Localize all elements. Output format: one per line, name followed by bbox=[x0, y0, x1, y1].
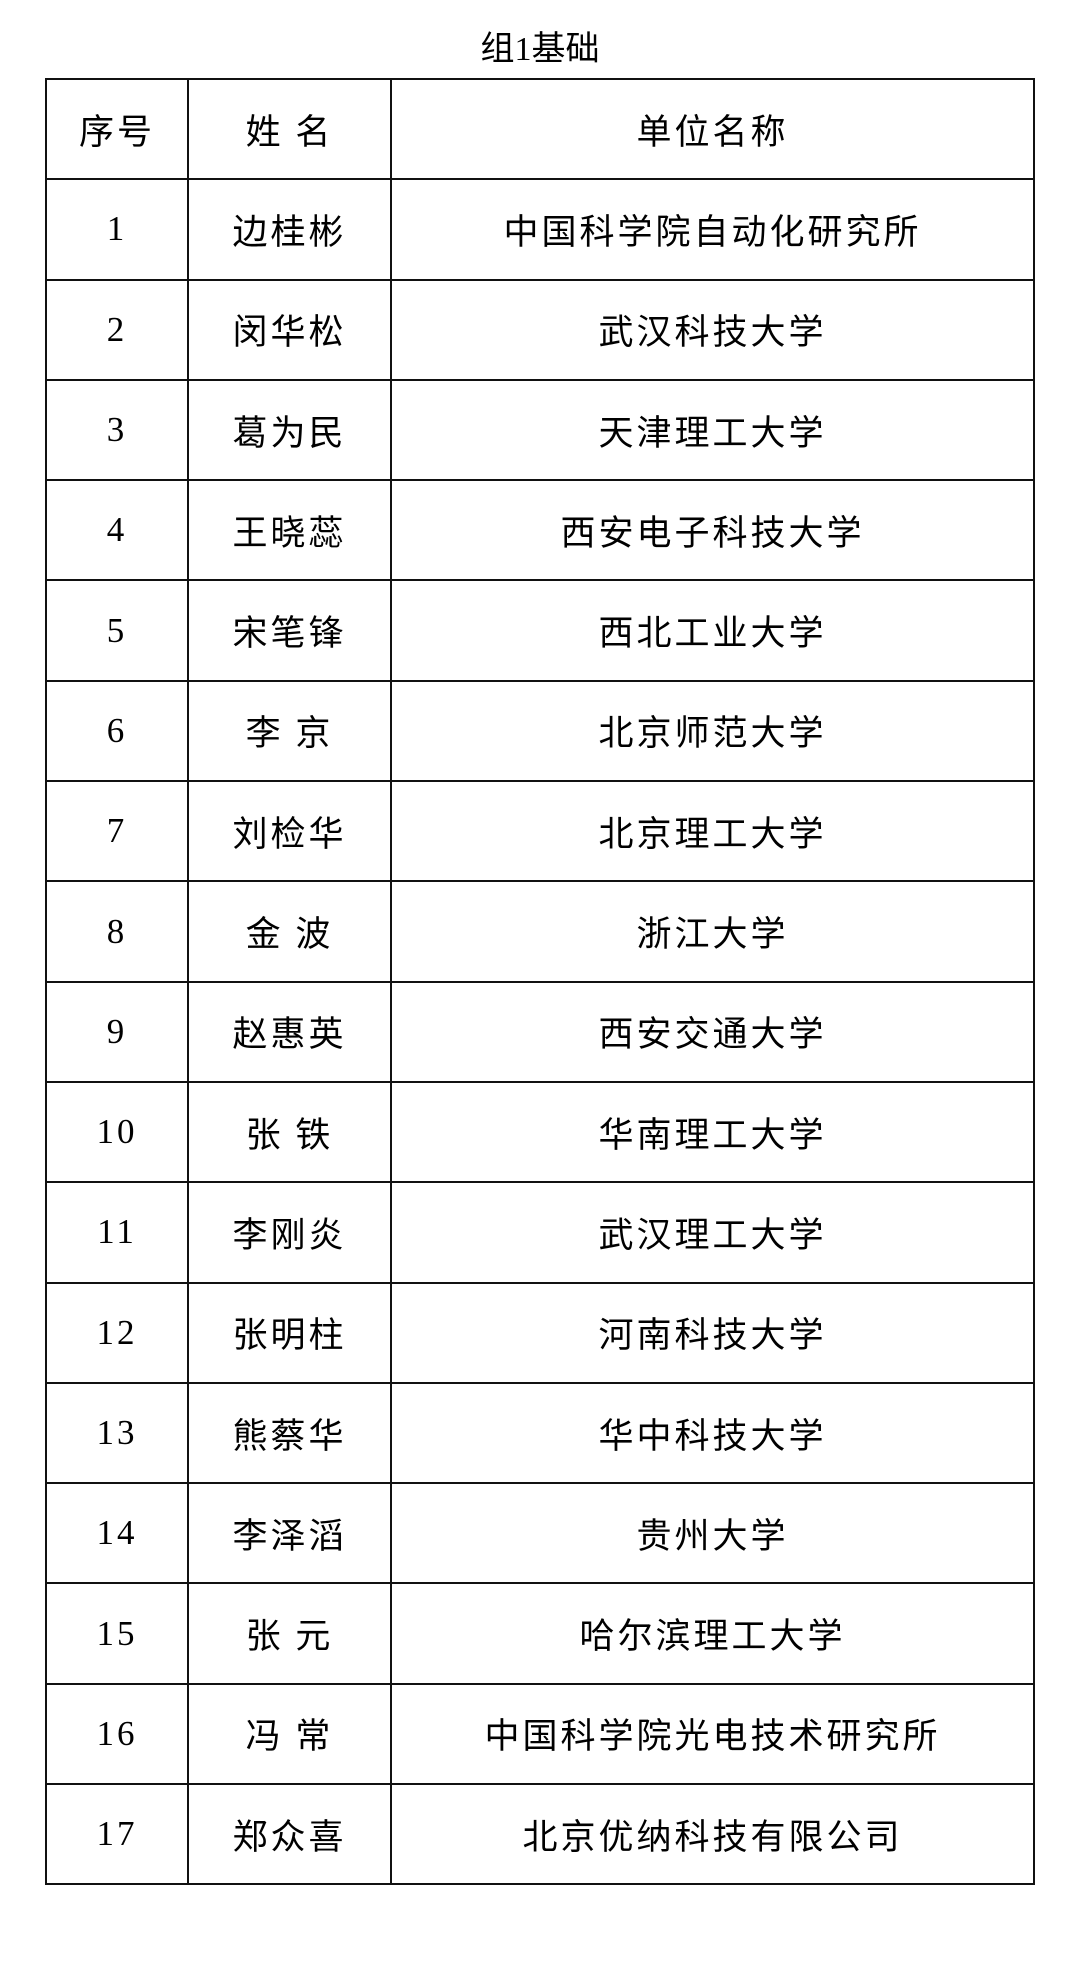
cell-name: 闵华松 bbox=[187, 278, 392, 381]
cell-unit: 西安交通大学 bbox=[390, 980, 1035, 1083]
table-row: 11 李刚炎 武汉理工大学 bbox=[45, 1181, 1035, 1284]
cell-name: 赵惠英 bbox=[187, 980, 392, 1083]
cell-unit: 武汉科技大学 bbox=[390, 278, 1035, 381]
table-row: 13 熊蔡华 华中科技大学 bbox=[45, 1381, 1035, 1485]
cell-name: 王晓蕊 bbox=[187, 479, 392, 582]
cell-name: 郑众喜 bbox=[187, 1783, 392, 1886]
cell-unit: 北京优纳科技有限公司 bbox=[390, 1783, 1035, 1886]
cell-index: 7 bbox=[45, 780, 189, 883]
cell-unit: 浙江大学 bbox=[390, 880, 1035, 983]
table-row: 14 李泽滔 贵州大学 bbox=[45, 1482, 1035, 1585]
cell-index: 5 bbox=[45, 579, 189, 682]
cell-index: 8 bbox=[45, 880, 189, 983]
cell-name: 冯 常 bbox=[187, 1682, 392, 1786]
cell-unit: 贵州大学 bbox=[390, 1482, 1035, 1585]
table-row: 5 宋笔锋 西北工业大学 bbox=[45, 579, 1035, 682]
cell-name: 李刚炎 bbox=[187, 1181, 392, 1284]
document-title: 组1基础 bbox=[480, 31, 600, 68]
cell-index: 17 bbox=[45, 1783, 189, 1886]
cell-unit: 北京理工大学 bbox=[390, 780, 1035, 883]
table-row: 12 张明柱 河南科技大学 bbox=[45, 1281, 1035, 1384]
cell-unit: 北京师范大学 bbox=[390, 679, 1035, 783]
cell-index: 1 bbox=[45, 178, 189, 281]
cell-name: 张 铁 bbox=[187, 1080, 392, 1184]
cell-index: 9 bbox=[45, 980, 189, 1083]
cell-index: 13 bbox=[45, 1381, 189, 1485]
table-row: 16 冯 常中国科学院光电技术研究所 bbox=[45, 1682, 1035, 1786]
table-row: 15 张 元哈尔滨理工大学 bbox=[45, 1582, 1035, 1685]
cell-unit: 天津理工大学 bbox=[390, 378, 1035, 482]
header-row: 序号 姓 名 单位名称 bbox=[45, 77, 1035, 181]
cell-name: 宋笔锋 bbox=[187, 579, 392, 682]
cell-index: 2 bbox=[45, 278, 189, 381]
cell-index: 6 bbox=[45, 679, 189, 783]
cell-index: 12 bbox=[45, 1281, 189, 1384]
cell-index: 10 bbox=[45, 1080, 189, 1184]
cell-name: 李泽滔 bbox=[187, 1482, 392, 1585]
header-name: 姓 名 bbox=[187, 77, 392, 181]
table-row: 7 刘检华 北京理工大学 bbox=[45, 780, 1035, 883]
cell-name: 熊蔡华 bbox=[187, 1381, 392, 1485]
cell-unit: 华中科技大学 bbox=[390, 1381, 1035, 1485]
cell-unit: 西北工业大学 bbox=[390, 579, 1035, 682]
table-row: 3 葛为民 天津理工大学 bbox=[45, 378, 1035, 482]
cell-name: 张 元 bbox=[187, 1582, 392, 1685]
header-unit: 单位名称 bbox=[390, 77, 1035, 181]
cell-index: 15 bbox=[45, 1582, 189, 1685]
cell-name: 刘检华 bbox=[187, 780, 392, 883]
cell-unit: 河南科技大学 bbox=[390, 1281, 1035, 1384]
cell-index: 4 bbox=[45, 479, 189, 582]
table-row: 1 边桂彬 中国科学院自动化研究所 bbox=[45, 178, 1035, 281]
cell-unit: 武汉理工大学 bbox=[390, 1181, 1035, 1284]
cell-index: 3 bbox=[45, 378, 189, 482]
cell-name: 张明柱 bbox=[187, 1281, 392, 1384]
cell-unit: 哈尔滨理工大学 bbox=[390, 1582, 1035, 1685]
table-row: 17 郑众喜 北京优纳科技有限公司 bbox=[45, 1783, 1035, 1886]
cell-unit: 中国科学院光电技术研究所 bbox=[390, 1682, 1035, 1786]
table-row: 2 闵华松 武汉科技大学 bbox=[45, 278, 1035, 381]
table-row: 4 王晓蕊 西安电子科技大学 bbox=[45, 479, 1035, 582]
cell-name: 边桂彬 bbox=[187, 178, 392, 281]
header-index: 序号 bbox=[45, 77, 189, 181]
cell-unit: 华南理工大学 bbox=[390, 1080, 1035, 1184]
cell-index: 11 bbox=[45, 1181, 189, 1284]
cell-name: 李 京 bbox=[187, 679, 392, 783]
member-table: 序号 姓 名 单位名称 1 边桂彬 中国科学院自动化研究所 2 闵华松 武汉科技大学 3 葛为… bbox=[45, 77, 1035, 1886]
table-row: 9 赵惠英 西安交通大学 bbox=[45, 980, 1035, 1083]
table-row: 10 张 铁华南理工大学 bbox=[45, 1080, 1035, 1184]
cell-index: 14 bbox=[45, 1482, 189, 1585]
cell-index: 16 bbox=[45, 1682, 189, 1786]
cell-unit: 中国科学院自动化研究所 bbox=[390, 178, 1035, 281]
cell-unit: 西安电子科技大学 bbox=[390, 479, 1035, 582]
cell-name: 葛为民 bbox=[187, 378, 392, 482]
cell-name: 金 波 bbox=[187, 880, 392, 983]
